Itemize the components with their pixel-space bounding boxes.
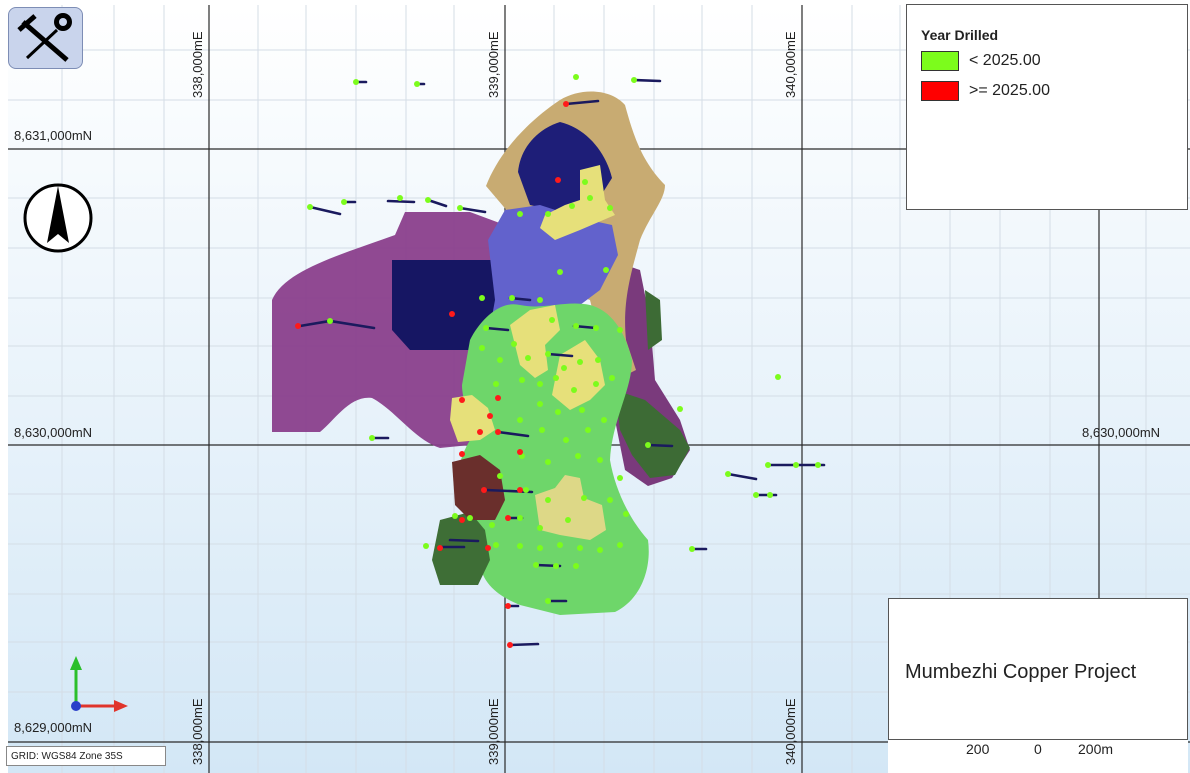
scale-bar: 200 0 200m	[888, 740, 1188, 773]
yellow-surface-west	[450, 395, 495, 442]
northing-label: 8,631,000mN	[14, 128, 93, 143]
easting-label-bottom: 339,000mE	[486, 698, 501, 766]
northing-label-east: 8,630,000mN	[1082, 425, 1161, 440]
scale-label: 200m	[1078, 741, 1114, 757]
northing-label: 8,630,000mN	[14, 425, 93, 440]
legend-title: Year Drilled	[921, 27, 999, 43]
easting-label-top: 339,000mE	[486, 31, 501, 99]
north-arrow-icon	[23, 183, 93, 253]
easting-label-bottom: 340,000mE	[783, 698, 798, 766]
legend-swatch-2025-plus	[921, 81, 959, 101]
yellow-surface-south	[535, 475, 606, 540]
pick-and-rose-logo	[8, 7, 83, 69]
grid-note: GRID: WGS84 Zone 35S	[6, 746, 166, 766]
map-title-box: Mumbezhi Copper Project	[888, 598, 1188, 740]
brown-surface	[452, 455, 505, 520]
northing-label: 8,629,000mN	[14, 720, 93, 735]
collars-2025-plus	[295, 101, 569, 648]
legend: Year Drilled < 2025.00 >= 2025.00	[906, 4, 1188, 210]
scale-label: 0	[1034, 741, 1042, 757]
darkgreen-surface-south	[432, 512, 490, 585]
easting-label-bottom: 338,000mE	[190, 698, 205, 766]
yellow-surface-north	[540, 165, 615, 240]
scale-label: 200	[966, 741, 990, 757]
axis-triad-icon	[70, 656, 128, 712]
legend-swatch-pre-2025	[921, 51, 959, 71]
legend-label-2025-plus: >= 2025.00	[969, 82, 1050, 99]
legend-label-pre-2025: < 2025.00	[969, 52, 1041, 69]
easting-label-top: 338,000mE	[190, 31, 205, 99]
easting-label-top: 340,000mE	[783, 31, 798, 99]
map-title: Mumbezhi Copper Project	[905, 661, 1137, 683]
yellow-surface-mid	[510, 305, 605, 410]
collars-pre-2025	[307, 74, 821, 604]
darkgreen-surface-east	[615, 290, 690, 478]
